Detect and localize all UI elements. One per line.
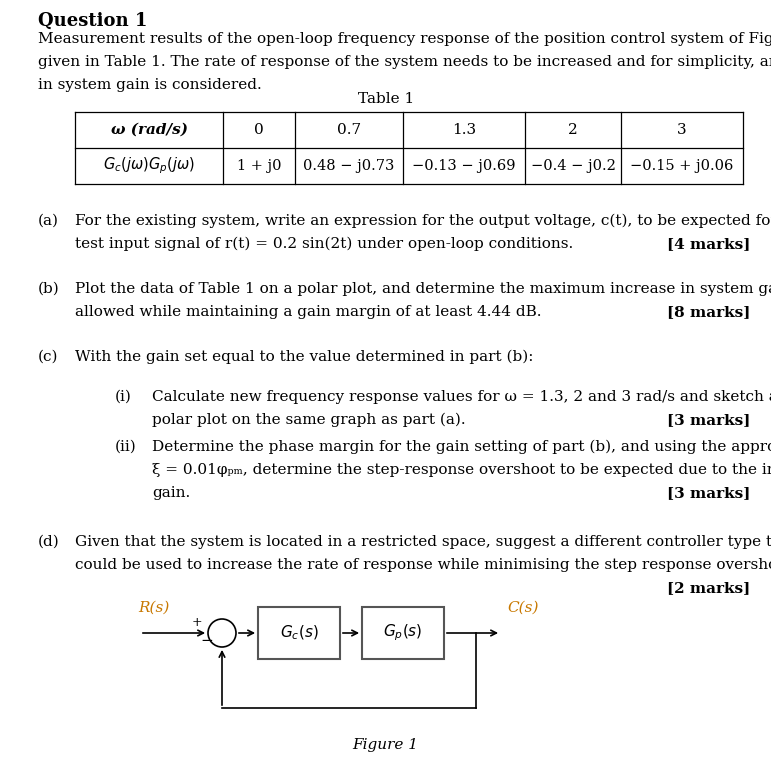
Text: Plot the data of Table 1 on a polar plot, and determine the maximum increase in : Plot the data of Table 1 on a polar plot… (75, 282, 771, 296)
Text: Calculate new frequency response values for ω = 1.3, 2 and 3 rad/s and sketch a : Calculate new frequency response values … (152, 390, 771, 404)
Text: (i): (i) (115, 390, 132, 404)
Text: [4 marks]: [4 marks] (667, 237, 750, 251)
Text: 1.3: 1.3 (452, 123, 476, 137)
Text: in system gain is considered.: in system gain is considered. (38, 78, 261, 92)
Text: Question 1: Question 1 (38, 12, 147, 30)
Text: (b): (b) (38, 282, 59, 296)
Text: C(s): C(s) (507, 601, 538, 615)
Text: allowed while maintaining a gain margin of at least 4.44 dB.: allowed while maintaining a gain margin … (75, 305, 541, 319)
Text: (ii): (ii) (115, 440, 136, 454)
Text: ξ = 0.01φₚₘ, determine the step-response overshoot to be expected due to the inc: ξ = 0.01φₚₘ, determine the step-response… (152, 463, 771, 477)
Text: Measurement results of the open-loop frequency response of the position control : Measurement results of the open-loop fre… (38, 32, 771, 46)
Text: For the existing system, write an expression for the output voltage, c(t), to be: For the existing system, write an expres… (75, 214, 771, 229)
Text: −0.13 − j0.69: −0.13 − j0.69 (412, 159, 516, 173)
Text: could be used to increase the rate of response while minimising the step respons: could be used to increase the rate of re… (75, 558, 771, 572)
Text: [3 marks]: [3 marks] (667, 486, 750, 500)
FancyBboxPatch shape (362, 607, 444, 659)
Text: (d): (d) (38, 535, 59, 549)
Text: −0.4 − j0.2: −0.4 − j0.2 (530, 159, 615, 173)
Text: test input signal of r(t) = 0.2 sin(2t) under open-loop conditions.: test input signal of r(t) = 0.2 sin(2t) … (75, 237, 574, 251)
Text: $G_p(s)$: $G_p(s)$ (383, 623, 423, 643)
Text: +: + (192, 617, 203, 630)
Text: With the gain set equal to the value determined in part (b):: With the gain set equal to the value det… (75, 350, 534, 364)
Text: gain.: gain. (152, 486, 190, 500)
Text: 3: 3 (677, 123, 687, 137)
FancyBboxPatch shape (258, 607, 340, 659)
Text: polar plot on the same graph as part (a).: polar plot on the same graph as part (a)… (152, 413, 466, 427)
Text: (a): (a) (38, 214, 59, 228)
Text: R(s): R(s) (138, 601, 170, 615)
Text: Determine the phase margin for the gain setting of part (b), and using the appro: Determine the phase margin for the gain … (152, 440, 771, 454)
Text: given in Table 1. The rate of response of the system needs to be increased and f: given in Table 1. The rate of response o… (38, 55, 771, 69)
Text: (c): (c) (38, 350, 59, 364)
Text: [3 marks]: [3 marks] (667, 413, 750, 427)
Text: [2 marks]: [2 marks] (667, 581, 750, 595)
Text: 0.48 − j0.73: 0.48 − j0.73 (303, 159, 395, 173)
Text: 0.7: 0.7 (337, 123, 361, 137)
Text: −0.15 + j0.06: −0.15 + j0.06 (631, 159, 734, 173)
Text: 2: 2 (568, 123, 578, 137)
Text: $G_c(j\omega)G_p(j\omega)$: $G_c(j\omega)G_p(j\omega)$ (103, 156, 195, 176)
Text: ω (rad/s): ω (rad/s) (110, 123, 187, 137)
Text: Figure 1: Figure 1 (352, 738, 418, 752)
Text: −: − (200, 634, 213, 648)
Text: Table 1: Table 1 (358, 92, 414, 106)
Text: $G_c(s)$: $G_c(s)$ (280, 624, 318, 642)
Text: 1 + j0: 1 + j0 (237, 159, 281, 173)
Text: 0: 0 (254, 123, 264, 137)
Text: [8 marks]: [8 marks] (667, 305, 750, 319)
Text: Given that the system is located in a restricted space, suggest a different cont: Given that the system is located in a re… (75, 535, 771, 549)
